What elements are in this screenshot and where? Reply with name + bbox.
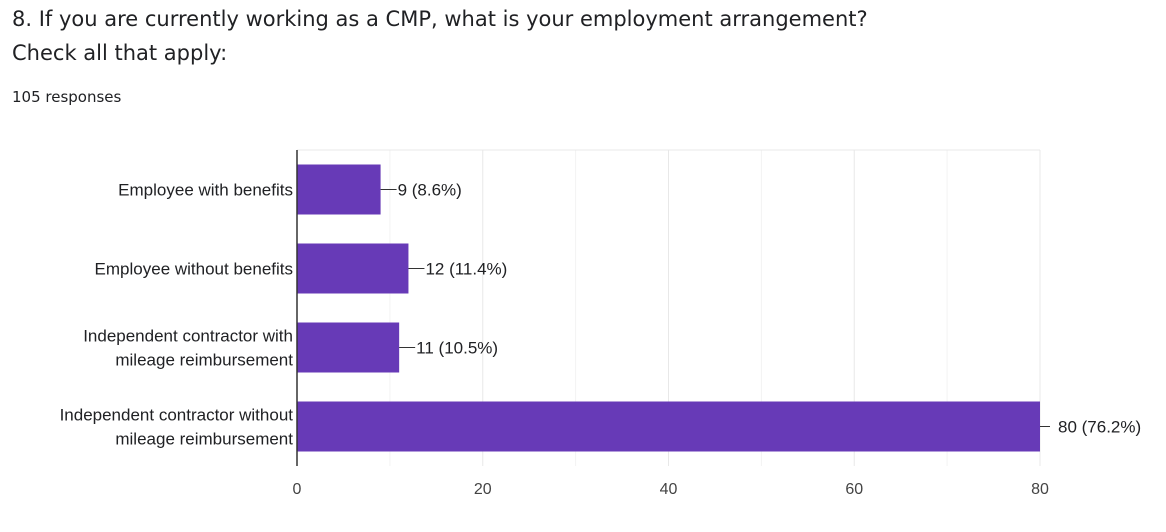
value-label: 9 (8.6%) xyxy=(398,181,462,200)
category-label-line: Employee without benefits xyxy=(95,260,293,279)
bar xyxy=(297,243,409,294)
bar xyxy=(297,322,400,373)
x-tick-label: 60 xyxy=(845,481,863,498)
category-label-line: Independent contractor without xyxy=(60,406,294,425)
question-title: 8. If you are currently working as a CMP… xyxy=(12,2,1152,70)
x-tick-label: 40 xyxy=(660,481,678,498)
question-line-2: Check all that apply: xyxy=(12,41,228,65)
bar xyxy=(297,164,381,215)
question-line-1: 8. If you are currently working as a CMP… xyxy=(12,7,868,31)
category-label-line: mileage reimbursement xyxy=(115,430,293,449)
value-label: 80 (76.2%) xyxy=(1058,418,1141,437)
x-tick-label: 80 xyxy=(1031,481,1049,498)
x-tick-label: 0 xyxy=(293,481,302,498)
category-label-line: mileage reimbursement xyxy=(115,351,293,370)
value-label: 12 (11.4%) xyxy=(425,260,507,279)
response-count: 105 responses xyxy=(12,88,122,106)
bar xyxy=(297,401,1040,452)
category-label-line: Employee with benefits xyxy=(118,181,293,200)
category-label: Independent contractor with mileage reimb… xyxy=(83,327,293,370)
x-tick-label: 20 xyxy=(474,481,492,498)
category-label: Employee with benefits xyxy=(118,181,293,200)
category-label: Independent contractor without mileage re… xyxy=(60,406,294,449)
bars xyxy=(297,164,1040,452)
category-label: Employee without benefits xyxy=(95,260,293,279)
labels: 0 20 40 60 80 Employee with benefits 9 (8.6%) E… xyxy=(60,181,1142,499)
value-label: 11 (10.5%) xyxy=(416,339,498,358)
category-label-line: Independent contractor with xyxy=(83,327,293,346)
